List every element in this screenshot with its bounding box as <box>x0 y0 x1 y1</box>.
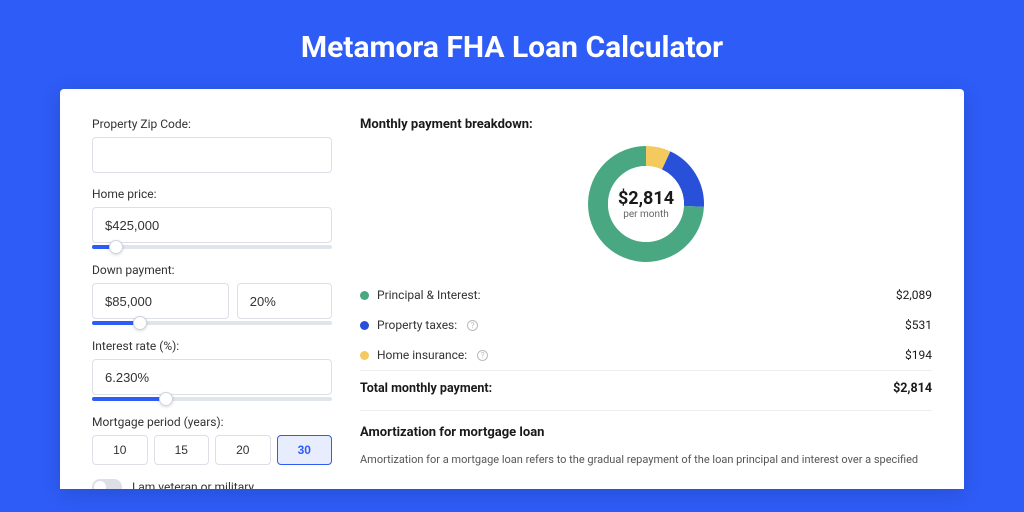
legend-row: Property taxes:? $531 <box>360 310 932 340</box>
donut-sub: per month <box>623 209 669 220</box>
period-btn-30[interactable]: 30 <box>277 435 333 465</box>
legend-value: $194 <box>905 348 932 362</box>
legend: Principal & Interest: $2,089 Property taxe… <box>360 280 932 370</box>
legend-dot <box>360 291 369 300</box>
interest-rate-field: Interest rate (%): <box>92 339 332 401</box>
mortgage-period-label: Mortgage period (years): <box>92 415 332 429</box>
interest-rate-label: Interest rate (%): <box>92 339 332 353</box>
down-payment-slider-thumb[interactable] <box>133 316 147 330</box>
period-btn-15[interactable]: 15 <box>154 435 210 465</box>
donut-amount: $2,814 <box>618 188 674 209</box>
interest-rate-input[interactable] <box>92 359 332 395</box>
amortization-text: Amortization for a mortgage loan refers … <box>360 452 932 469</box>
amortization-title: Amortization for mortgage loan <box>360 425 932 440</box>
veteran-toggle[interactable] <box>92 479 122 489</box>
period-btn-20[interactable]: 20 <box>215 435 271 465</box>
total-value: $2,814 <box>893 381 932 396</box>
down-payment-slider[interactable] <box>92 321 332 325</box>
period-btn-10[interactable]: 10 <box>92 435 148 465</box>
legend-row: Principal & Interest: $2,089 <box>360 280 932 310</box>
payment-donut-chart: $2,814 per month <box>586 144 706 264</box>
total-label: Total monthly payment: <box>360 381 492 396</box>
donut-slice <box>646 156 666 160</box>
zip-input[interactable] <box>92 137 332 173</box>
home-price-slider-thumb[interactable] <box>109 240 123 254</box>
home-price-label: Home price: <box>92 187 332 201</box>
veteran-row: I am veteran or military <box>92 479 332 489</box>
page-title: Metamora FHA Loan Calculator <box>60 30 964 65</box>
calculator-card: Property Zip Code: Home price: Down paym… <box>60 89 964 489</box>
home-price-input[interactable] <box>92 207 332 243</box>
donut-center: $2,814 per month <box>608 166 684 242</box>
interest-rate-slider-fill <box>92 397 166 401</box>
legend-label: Home insurance: <box>377 348 467 362</box>
legend-dot <box>360 321 369 330</box>
down-payment-pct-input[interactable] <box>237 283 332 319</box>
legend-value: $531 <box>905 318 932 332</box>
down-payment-label: Down payment: <box>92 263 332 277</box>
interest-rate-slider-thumb[interactable] <box>159 392 173 406</box>
down-payment-amount-input[interactable] <box>92 283 229 319</box>
veteran-label: I am veteran or military <box>132 480 254 489</box>
breakdown-title: Monthly payment breakdown: <box>360 117 932 132</box>
info-icon[interactable]: ? <box>467 320 478 331</box>
home-price-slider[interactable] <box>92 245 332 249</box>
donut-wrap: $2,814 per month <box>360 144 932 264</box>
interest-rate-slider[interactable] <box>92 397 332 401</box>
home-price-field: Home price: <box>92 187 332 249</box>
form-column: Property Zip Code: Home price: Down paym… <box>92 117 332 489</box>
legend-value: $2,089 <box>896 288 932 302</box>
mortgage-period-field: Mortgage period (years): 10152030 <box>92 415 332 465</box>
down-payment-field: Down payment: <box>92 263 332 325</box>
legend-dot <box>360 351 369 360</box>
zip-label: Property Zip Code: <box>92 117 332 131</box>
info-icon[interactable]: ? <box>477 350 488 361</box>
result-column: Monthly payment breakdown: $2,814 per mo… <box>360 117 932 489</box>
legend-row: Home insurance:? $194 <box>360 340 932 370</box>
legend-label: Property taxes: <box>377 318 457 332</box>
legend-total-row: Total monthly payment: $2,814 <box>360 370 932 410</box>
legend-label: Principal & Interest: <box>377 288 481 302</box>
zip-field: Property Zip Code: <box>92 117 332 173</box>
mortgage-period-buttons: 10152030 <box>92 435 332 465</box>
amortization-block: Amortization for mortgage loan Amortizat… <box>360 410 932 469</box>
